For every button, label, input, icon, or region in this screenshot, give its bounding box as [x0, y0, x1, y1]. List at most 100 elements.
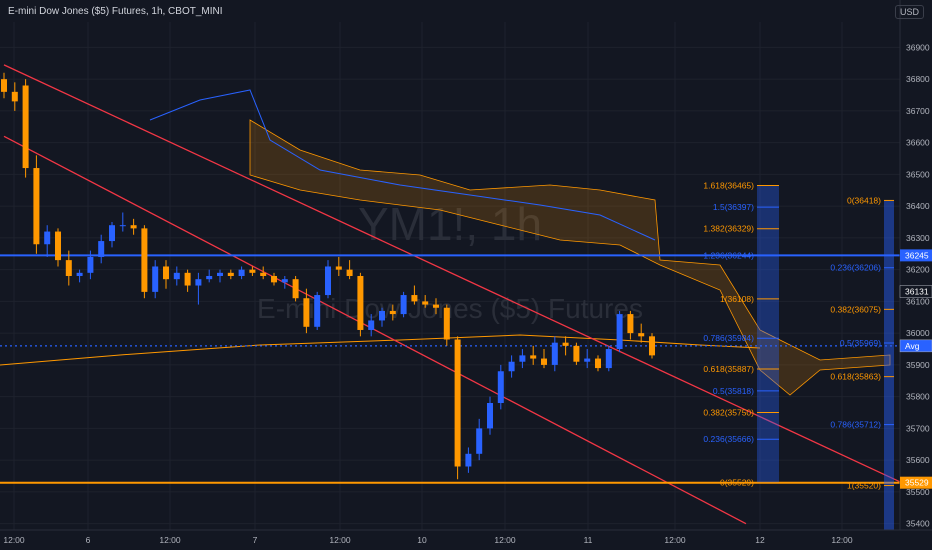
- fib-label-left: 0.5(35818): [713, 386, 754, 396]
- fib-label-left: 0.618(35887): [703, 364, 754, 374]
- candle-body: [627, 314, 634, 334]
- candle-body: [152, 266, 159, 292]
- candle-body: [487, 403, 493, 429]
- candle-body: [1, 79, 7, 92]
- fib-label-left: 0.382(35750): [703, 408, 754, 418]
- time-tick: 12:00: [159, 535, 181, 545]
- candle-body: [281, 279, 288, 283]
- price-tag: [900, 476, 932, 489]
- time-tick: 12:00: [494, 535, 516, 545]
- time-tick: 12:00: [329, 535, 351, 545]
- grid: [0, 22, 900, 530]
- price-tick: 35600: [906, 455, 930, 465]
- price-tag: [900, 249, 932, 262]
- candle-body: [530, 355, 537, 359]
- candle-body: [433, 304, 439, 308]
- price-tick: 36600: [906, 138, 930, 148]
- cloud-band: [249, 119, 891, 396]
- channel-line: [3, 135, 747, 525]
- candle-body: [649, 336, 655, 356]
- horizontal-lines: [0, 254, 900, 484]
- candle-body: [325, 266, 331, 296]
- candle-body: [476, 428, 483, 454]
- price-tick: 35500: [906, 487, 930, 497]
- price-tag-label: 36131: [905, 287, 929, 297]
- time-axis[interactable]: 12:00 6 12:00 7 12:00 10 12:00 11 12:00 12 12:00: [0, 529, 932, 550]
- time-tick: 12:00: [664, 535, 686, 545]
- candle-body: [130, 225, 137, 229]
- watermark-name: E-mini Dow Jones ($5) Futures: [257, 293, 643, 324]
- candle-body: [163, 266, 169, 280]
- fib-label-right: 0(36418): [847, 195, 881, 205]
- price-tag: [899, 285, 932, 298]
- candle-body: [292, 279, 299, 299]
- price-tick: 36900: [906, 42, 930, 52]
- candle-body: [11, 91, 18, 102]
- time-tick: 12:00: [3, 535, 25, 545]
- watermark: YM1!, 1h E-mini Dow Jones ($5) Futures: [257, 198, 643, 324]
- candle-body: [260, 272, 267, 276]
- cloud-upper: [149, 89, 656, 241]
- candle-body: [184, 272, 191, 286]
- time-tick: 12: [755, 535, 765, 545]
- watermark-symbol: YM1!, 1h: [358, 198, 542, 250]
- price-axis[interactable]: 36900 36800 36700 36600 36500 36400 36300 36200…: [899, 0, 932, 550]
- candle-body: [605, 349, 612, 369]
- ichimoku-cloud: [0, 89, 891, 396]
- fib-label-left: 0.236(35666): [703, 434, 754, 444]
- price-tick: 36400: [906, 201, 930, 211]
- fib-label-left: 1.382(36329): [703, 224, 754, 234]
- candle-body: [335, 266, 342, 270]
- candle-body: [584, 358, 591, 362]
- fib-label-left: 0(35529): [720, 478, 754, 488]
- fibonacci-levels: 1.618(36465) 1.5(36397) 1.382(36329) 1.236(…: [703, 181, 894, 530]
- candle-body: [551, 342, 558, 365]
- time-axis-bg: [0, 530, 932, 550]
- fib-label-left: 0.786(35984): [703, 333, 754, 343]
- candle-body: [271, 276, 277, 283]
- candle-body: [22, 85, 29, 169]
- fib-label-right: 0.382(36075): [830, 304, 881, 314]
- candle-body: [76, 272, 83, 276]
- moving-average: [0, 334, 761, 366]
- price-tick: 35900: [906, 360, 930, 370]
- fib-label-right: 0.618(35863): [830, 372, 881, 382]
- price-tick: 36000: [906, 328, 930, 338]
- candles: [1, 72, 655, 480]
- candle-body: [206, 276, 213, 280]
- price-tick: 35400: [906, 519, 930, 529]
- candle-body: [562, 342, 569, 346]
- price-tick: 35700: [906, 423, 930, 433]
- candle-body: [379, 310, 385, 321]
- price-tick: 35800: [906, 392, 930, 402]
- price-tag-label: 36245: [905, 250, 929, 260]
- candle-body: [119, 225, 126, 227]
- fib-band-left: [757, 185, 779, 483]
- candle-body: [87, 256, 94, 273]
- price-axis-bg: [900, 0, 932, 550]
- candle-body: [173, 272, 180, 280]
- trend-channel: [3, 64, 909, 525]
- price-tag: [899, 339, 932, 353]
- candle-body: [573, 345, 580, 362]
- candle-body: [33, 168, 40, 245]
- candle-body: [227, 272, 234, 276]
- currency-badge[interactable]: USD: [894, 5, 924, 19]
- candle-body: [249, 269, 256, 273]
- fib-band-right: [884, 200, 894, 530]
- time-tick: 12:00: [831, 535, 853, 545]
- fib-label-left: 1.618(36465): [703, 181, 754, 191]
- fib-label-left: 1.5(36397): [713, 202, 754, 212]
- candle-body: [595, 358, 601, 369]
- price-tick: 36200: [906, 265, 930, 275]
- candle-body: [497, 371, 504, 403]
- candle-body: [357, 276, 364, 330]
- channel-line: [3, 64, 909, 487]
- candle-body: [238, 269, 245, 276]
- fib-label-right: 0.5(35969): [840, 338, 881, 348]
- price-tag-label: Avg: [905, 341, 920, 351]
- price-tick: 36500: [906, 169, 930, 179]
- candle-body: [368, 320, 375, 330]
- candle-body: [195, 279, 202, 286]
